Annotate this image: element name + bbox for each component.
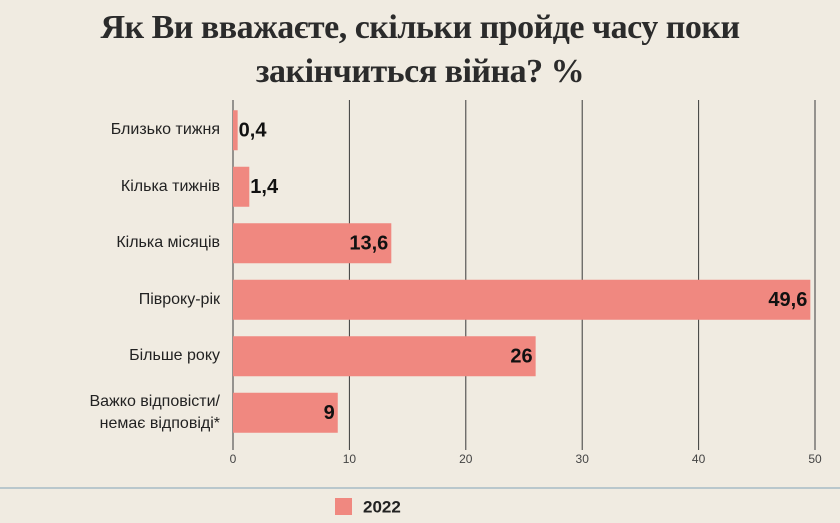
x-tick-label: 10 xyxy=(343,452,357,466)
bar xyxy=(233,336,536,377)
chart-title: Як Ви вважаєте, скільки пройде часу поки… xyxy=(100,9,740,90)
value-label: 0,4 xyxy=(239,120,268,142)
y-tick-label: Більше року xyxy=(129,347,220,365)
legend-label: 2022 xyxy=(363,497,401,516)
y-tick-label: Близько тижня xyxy=(110,121,220,139)
x-tick-label: 50 xyxy=(808,452,822,466)
value-label: 13,6 xyxy=(349,233,388,255)
bar xyxy=(233,110,238,151)
value-label: 26 xyxy=(510,346,532,368)
value-label: 9 xyxy=(324,402,335,424)
x-tick-label: 30 xyxy=(576,452,590,466)
x-tick-label: 0 xyxy=(230,452,237,466)
value-label: 49,6 xyxy=(768,289,807,311)
bar xyxy=(233,392,338,433)
bar xyxy=(233,223,392,264)
x-tick-label: 40 xyxy=(692,452,706,466)
bar xyxy=(233,166,250,207)
y-tick-label: Важко відповісти/ немає відповіді* xyxy=(89,392,220,432)
bar xyxy=(233,279,811,320)
x-tick-label: 20 xyxy=(459,452,473,466)
value-label: 1,4 xyxy=(250,176,279,198)
y-tick-label: Півроку-рік xyxy=(138,290,220,308)
y-tick-label: Кілька тижнів xyxy=(120,177,220,195)
y-tick-label: Кілька місяців xyxy=(116,234,220,252)
legend-swatch xyxy=(335,498,352,515)
